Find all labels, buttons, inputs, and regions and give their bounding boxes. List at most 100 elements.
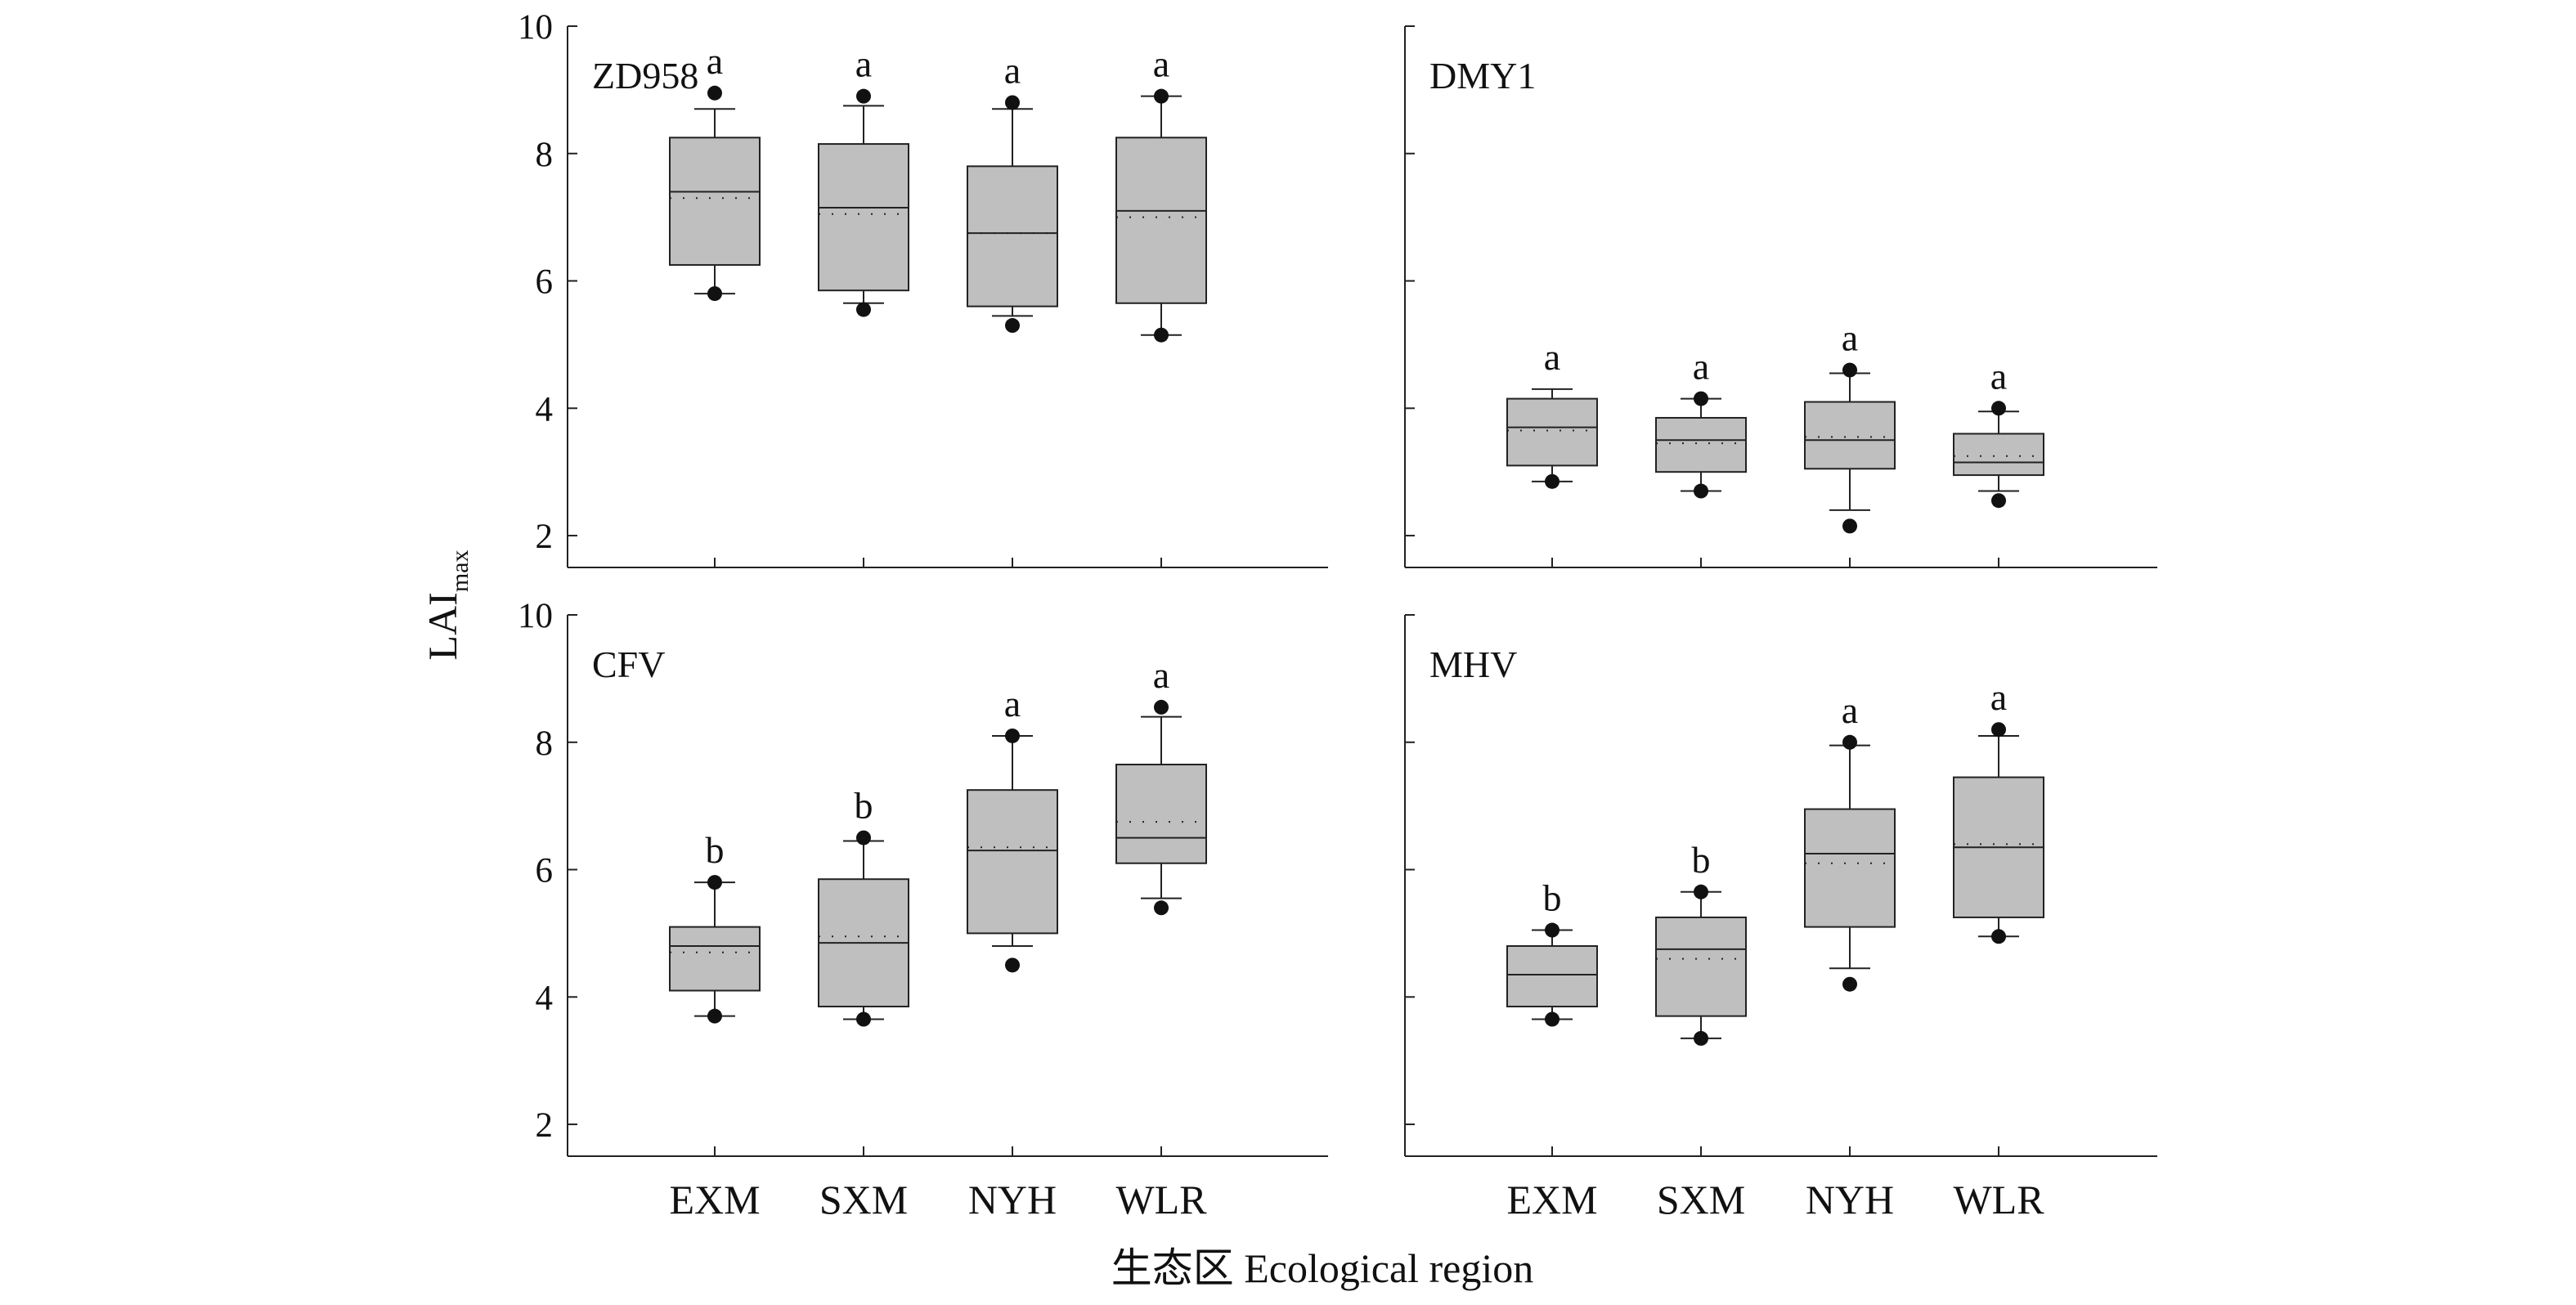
box-exm: b EXM xyxy=(1506,877,1598,1222)
outlier-point xyxy=(707,1008,722,1024)
panel-dmy1: DMY1 a a a a xyxy=(1404,25,2157,568)
significance-letter: b xyxy=(1692,839,1711,881)
y-axis-title-main: LAI xyxy=(420,592,465,660)
outlier-point xyxy=(1694,483,1708,499)
x-tick-label: SXM xyxy=(1657,1177,1745,1222)
iqr-box xyxy=(1655,916,1747,1017)
outlier-point xyxy=(856,1011,871,1027)
significance-letter: b xyxy=(706,829,725,871)
iqr-box xyxy=(1506,944,1598,1007)
outlier-point xyxy=(1991,929,2006,944)
outlier-point xyxy=(1545,473,1560,489)
outlier-point xyxy=(1842,362,1857,378)
y-tick-label: 4 xyxy=(536,979,554,1017)
outlier-point xyxy=(1991,401,2006,416)
outlier-point xyxy=(856,830,871,845)
outlier-point xyxy=(1154,699,1169,715)
significance-letter: a xyxy=(1544,336,1560,378)
box-sxm: b SXM xyxy=(818,785,909,1222)
y-tick-label: 8 xyxy=(536,136,554,174)
significance-letter: a xyxy=(1990,355,2007,397)
iqr-box xyxy=(1953,433,2044,477)
box-sxm: a xyxy=(818,43,909,567)
iqr-box xyxy=(1506,397,1598,467)
x-tick-label: EXM xyxy=(1506,1177,1597,1222)
iqr-box xyxy=(967,165,1058,307)
x-axis-title: 生态区 Ecological region xyxy=(1111,1245,1534,1291)
box-sxm: b SXM xyxy=(1655,839,1747,1222)
iqr-box xyxy=(669,926,761,992)
significance-letter: a xyxy=(1004,683,1021,724)
y-tick-label: 6 xyxy=(536,263,554,302)
outlier-point xyxy=(856,88,871,104)
y-tick-label: 10 xyxy=(518,8,553,47)
x-tick-label: SXM xyxy=(819,1177,908,1222)
outlier-point xyxy=(1842,518,1857,534)
box-wlr: a xyxy=(1115,43,1207,567)
outlier-point xyxy=(707,286,722,302)
box-sxm: a xyxy=(1655,346,1747,567)
panel-cfv: 2 4 6 8 10 CFV b EXM b SXM a NYH a WLR xyxy=(518,597,1328,1222)
significance-letter: a xyxy=(1153,43,1169,85)
outlier-point xyxy=(707,85,722,101)
outlier-point xyxy=(1154,88,1169,104)
iqr-box xyxy=(1115,764,1207,864)
box-wlr: a WLR xyxy=(1953,676,2044,1222)
significance-letter: b xyxy=(855,785,873,827)
outlier-point xyxy=(1694,1030,1708,1046)
x-tick-label: EXM xyxy=(669,1177,760,1222)
x-tick-label: WLR xyxy=(1115,1177,1207,1222)
outlier-point xyxy=(1005,728,1020,743)
box-exm: a xyxy=(669,40,761,567)
panel-mhv: MHV b EXM b SXM a NYH a WLR xyxy=(1404,614,2157,1222)
y-tick-label: 8 xyxy=(536,724,554,763)
box-exm: b EXM xyxy=(669,829,761,1222)
significance-letter: b xyxy=(1543,877,1562,919)
x-tick-label: WLR xyxy=(1953,1177,2044,1222)
y-axis-title-subscript: max xyxy=(447,550,473,593)
outlier-point xyxy=(1005,95,1020,110)
iqr-box xyxy=(967,789,1058,935)
x-tick-label: NYH xyxy=(1806,1177,1894,1222)
iqr-box xyxy=(669,137,761,267)
significance-letter: a xyxy=(855,43,872,85)
significance-letter: a xyxy=(1153,654,1169,696)
box-nyh: a NYH xyxy=(967,683,1058,1222)
outlier-point xyxy=(1991,722,2006,738)
box-wlr: a xyxy=(1953,355,2044,567)
panel-label: CFV xyxy=(592,644,665,685)
iqr-box xyxy=(1804,808,1896,928)
box-nyh: a xyxy=(1804,317,1896,567)
y-tick-label: 10 xyxy=(518,597,553,635)
significance-letter: a xyxy=(1990,676,2007,718)
outlier-point xyxy=(1694,884,1708,899)
box-exm: a xyxy=(1506,336,1598,567)
outlier-point xyxy=(707,875,722,890)
x-tick-label: NYH xyxy=(968,1177,1057,1222)
outlier-point xyxy=(1842,734,1857,750)
box-nyh: a NYH xyxy=(1804,689,1896,1222)
panel-label: DMY1 xyxy=(1429,55,1536,96)
outlier-point xyxy=(1154,900,1169,916)
significance-letter: a xyxy=(1004,49,1021,91)
outlier-point xyxy=(1545,922,1560,938)
outlier-point xyxy=(1545,1011,1560,1027)
iqr-box xyxy=(1115,137,1207,304)
outlier-point xyxy=(1154,327,1169,343)
outlier-point xyxy=(1991,493,2006,509)
iqr-box xyxy=(1804,401,1896,470)
panel-label: ZD958 xyxy=(592,55,698,96)
iqr-box xyxy=(818,143,909,292)
y-tick-label: 6 xyxy=(536,852,554,890)
significance-letter: a xyxy=(1693,346,1709,388)
significance-letter: a xyxy=(1842,689,1858,731)
y-axis-title: LAImax xyxy=(420,550,473,661)
outlier-point xyxy=(1694,391,1708,406)
outlier-point xyxy=(1005,957,1020,973)
outlier-point xyxy=(1005,318,1020,334)
iqr-box xyxy=(1655,416,1747,473)
significance-letter: a xyxy=(1842,317,1858,359)
